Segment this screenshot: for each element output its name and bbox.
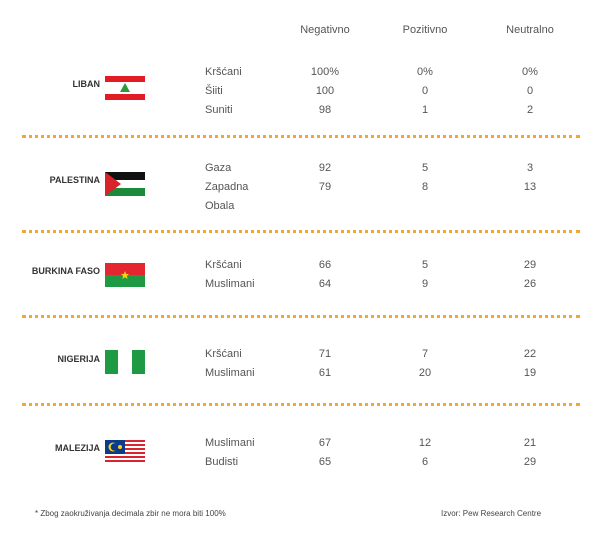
cell-value: 6 xyxy=(421,456,429,468)
group-label: Šiiti xyxy=(205,85,223,97)
cell-value: 0 xyxy=(526,85,534,97)
cell-value: 71 xyxy=(318,348,332,360)
cell-value: 29 xyxy=(523,456,537,468)
cell-value: 0% xyxy=(417,66,433,78)
cell-value: 20 xyxy=(418,367,432,379)
country-label: BURKINA FASO xyxy=(31,266,100,276)
cell-value: 1 xyxy=(421,104,429,116)
separator xyxy=(22,135,580,138)
cell-value: 19 xyxy=(523,367,537,379)
cell-value: 2 xyxy=(526,104,534,116)
column-header: Pozitivno xyxy=(402,24,448,36)
cell-value: 92 xyxy=(318,162,332,174)
column-header: Negativno xyxy=(300,24,350,36)
flag-nigeria xyxy=(105,350,145,374)
cell-value: 66 xyxy=(318,259,332,271)
country-label: LIBAN xyxy=(72,79,101,89)
group-label: Zapadna Obala xyxy=(205,181,249,212)
column-header: Neutralno xyxy=(506,24,554,36)
cell-value: 65 xyxy=(318,456,332,468)
group-label: Muslimani xyxy=(205,367,255,379)
cell-value: 5 xyxy=(421,162,429,174)
group-label: Budisti xyxy=(205,456,239,468)
cell-value: 29 xyxy=(523,259,537,271)
cell-value: 8 xyxy=(421,181,429,193)
group-label: Kršćani xyxy=(205,348,242,360)
country-label: NIGERIJA xyxy=(57,354,100,364)
country-label: PALESTINA xyxy=(49,175,100,185)
cell-value: 12 xyxy=(418,437,432,449)
group-label: Muslimani xyxy=(205,278,255,290)
cell-value: 7 xyxy=(421,348,429,360)
group-label: Kršćani xyxy=(205,259,242,271)
separator xyxy=(22,230,580,233)
group-label: Suniti xyxy=(205,104,233,116)
cell-value: 67 xyxy=(318,437,332,449)
cell-value: 98 xyxy=(318,104,332,116)
cell-value: 61 xyxy=(318,367,332,379)
group-label: Gaza xyxy=(205,162,232,174)
cell-value: 64 xyxy=(318,278,332,290)
source: Izvor: Pew Research Centre xyxy=(441,509,542,518)
cell-value: 26 xyxy=(523,278,537,290)
country-label: MALEZIJA xyxy=(55,443,100,453)
separator xyxy=(22,403,580,406)
group-label: Muslimani xyxy=(205,437,255,449)
flag-burkina-faso xyxy=(105,263,145,287)
group-label: Kršćani xyxy=(205,66,242,78)
cell-value: 100 xyxy=(315,85,335,97)
flag-malaysia xyxy=(105,440,145,464)
cell-value: 13 xyxy=(523,181,537,193)
cell-value: 9 xyxy=(421,278,429,290)
flag-lebanon xyxy=(105,76,145,100)
cell-value: 22 xyxy=(523,348,537,360)
cell-value: 3 xyxy=(526,162,534,174)
flag-palestine xyxy=(105,172,145,196)
cell-value: 79 xyxy=(318,181,332,193)
cell-value: 5 xyxy=(421,259,429,271)
separator xyxy=(22,315,580,318)
cell-value: 0% xyxy=(522,66,538,78)
cell-value: 21 xyxy=(523,437,537,449)
footnote: * Zbog zaokruživanja decimala zbir ne mo… xyxy=(35,509,226,518)
cell-value: 0 xyxy=(421,85,429,97)
cell-value: 100% xyxy=(310,66,340,78)
